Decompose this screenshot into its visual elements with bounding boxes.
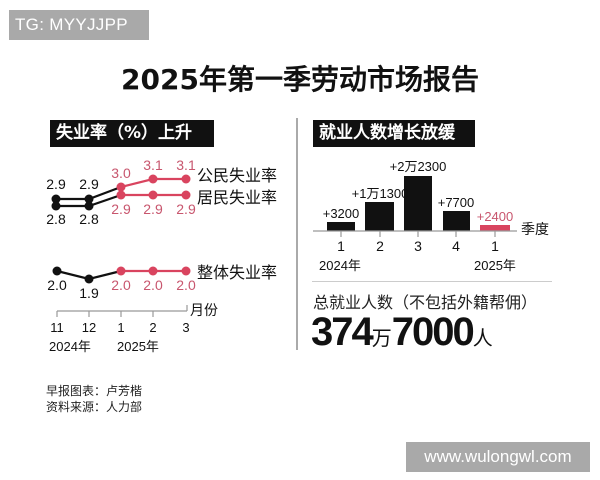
- credits: 早报图表：卢芳楷 资料来源：人力部: [46, 383, 142, 415]
- series-legend: 公民失业率 居民失业率 整体失业率: [197, 167, 277, 282]
- quarter-ticks-labels: 1 2 3 4 1: [337, 238, 499, 254]
- legend-resident: 居民失业率: [197, 189, 277, 207]
- data-source: 资料来源：人力部: [46, 400, 143, 414]
- svg-text:+7700: +7700: [438, 195, 475, 210]
- svg-text:1: 1: [117, 320, 124, 335]
- svg-text:2.9: 2.9: [176, 201, 196, 217]
- svg-text:2: 2: [149, 320, 156, 335]
- svg-text:3.1: 3.1: [176, 157, 196, 173]
- svg-text:3.0: 3.0: [111, 165, 131, 181]
- svg-text:3.1: 3.1: [143, 157, 163, 173]
- svg-text:2024年: 2024年: [319, 258, 361, 273]
- month-axis: 月份 11 12 1 2 3 2024年 2025年: [49, 302, 218, 354]
- legend-citizen: 公民失业率: [197, 167, 277, 185]
- employment-section-header: 就业人数增长放缓: [313, 120, 475, 147]
- bars: [327, 176, 510, 231]
- svg-text:+2万2300: +2万2300: [390, 159, 447, 174]
- watermark-top-left: TG: MYYJJPP: [9, 10, 149, 40]
- svg-text:3: 3: [182, 320, 189, 335]
- watermark-bottom-right: www.wulongwl.com: [406, 442, 590, 472]
- svg-text:2.0: 2.0: [143, 277, 163, 293]
- quarter-axis-label: 季度: [521, 221, 549, 237]
- overall-value-labels: 2.0 1.9 2.0 2.0 2.0: [47, 277, 196, 301]
- bar-value-labels: +3200 +1万1300 +2万2300 +7700 +2400: [323, 159, 514, 224]
- svg-text:+3200: +3200: [323, 206, 360, 221]
- year-labels: 2024年 2025年: [319, 258, 516, 273]
- svg-text:+1万1300: +1万1300: [352, 186, 409, 201]
- svg-text:2.0: 2.0: [176, 277, 196, 293]
- panel-divider: [296, 118, 298, 350]
- svg-text:2.8: 2.8: [79, 211, 99, 227]
- svg-text:2.8: 2.8: [46, 211, 66, 227]
- data-points: [51, 174, 191, 284]
- svg-text:2025年: 2025年: [117, 339, 159, 354]
- svg-text:4: 4: [452, 238, 460, 254]
- svg-text:2.9: 2.9: [111, 201, 131, 217]
- chart-credit: 早报图表：卢芳楷: [46, 384, 143, 398]
- svg-text:2.0: 2.0: [111, 277, 131, 293]
- svg-text:2025年: 2025年: [474, 258, 516, 273]
- svg-text:2.9: 2.9: [46, 176, 66, 192]
- svg-text:2: 2: [376, 238, 384, 254]
- unemployment-line-chart: 2.9 2.9 3.0 3.1 3.1 2.8 2.8 2.9 2.9 2.9 …: [46, 157, 277, 354]
- total-divider: [312, 281, 552, 282]
- svg-text:2.9: 2.9: [79, 176, 99, 192]
- total-employment-value: 374万7000人: [311, 310, 493, 354]
- svg-text:1: 1: [337, 238, 345, 254]
- svg-text:2.9: 2.9: [143, 201, 163, 217]
- employment-bar-chart: +3200 +1万1300 +2万2300 +7700 +2400 季度 1 2…: [313, 159, 549, 273]
- svg-text:11: 11: [50, 320, 64, 335]
- total-employment-label: 总就业人数（不包括外籍帮佣）: [313, 293, 538, 312]
- svg-text:1: 1: [491, 238, 499, 254]
- legend-overall: 整体失业率: [197, 264, 277, 282]
- svg-text:12: 12: [82, 320, 96, 335]
- resident-value-labels: 2.8 2.8 2.9 2.9 2.9: [46, 201, 196, 227]
- page-title: 2025年第一季劳动市场报告: [121, 63, 479, 96]
- month-axis-label: 月份: [190, 302, 218, 318]
- svg-text:3: 3: [414, 238, 422, 254]
- bar-ticks: [340, 231, 496, 237]
- svg-text:2.0: 2.0: [47, 277, 67, 293]
- citizen-value-labels: 2.9 2.9 3.0 3.1 3.1: [46, 157, 196, 192]
- svg-text:2024年: 2024年: [49, 339, 91, 354]
- svg-text:1.9: 1.9: [79, 285, 99, 301]
- unemployment-section-header: 失业率（%）上升: [50, 120, 214, 147]
- svg-text:+2400: +2400: [477, 209, 514, 224]
